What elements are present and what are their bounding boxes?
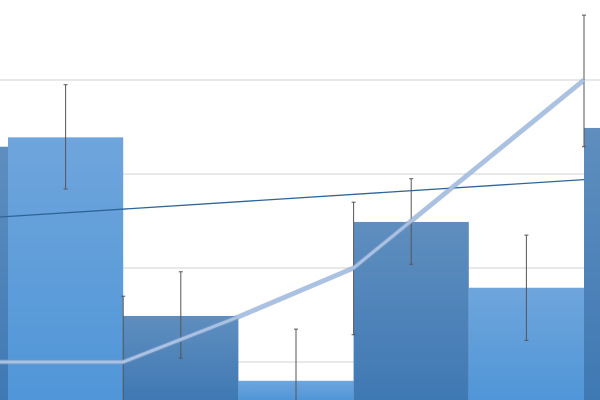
bar [0,146,8,400]
lines [0,78,586,365]
series-line [0,78,585,364]
bar [584,127,600,400]
error-bars [63,14,586,400]
trendline [0,178,585,218]
bars [0,127,600,400]
